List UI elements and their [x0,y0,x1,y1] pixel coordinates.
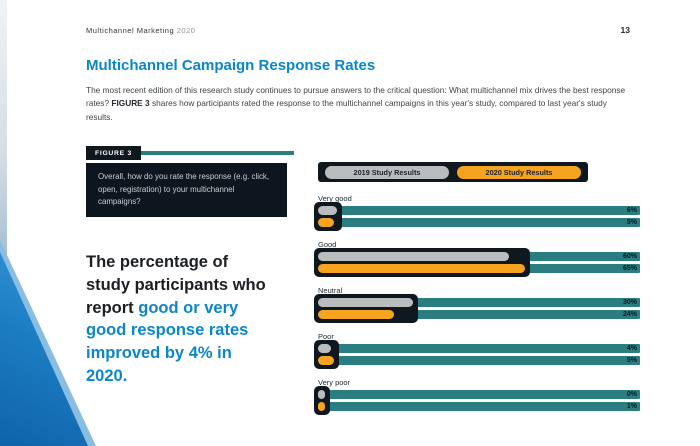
value-label-2019: 30% [622,299,637,306]
intro-text-after: shares how participants rated the respon… [86,98,607,122]
bar-track-2019: 4% [318,344,640,353]
value-label-2020: 24% [622,311,637,318]
bar-track-2019: 30% [318,298,640,307]
figure-rule [140,151,294,155]
bar-2020 [318,218,334,227]
value-label-2019: 4% [626,345,637,352]
value-label-2020: 1% [626,403,637,410]
key-finding-highlight: good or very good response rates improve… [86,298,249,385]
response-rates-chart: 2019 Study Results 2020 Study Results Ve… [314,158,640,420]
category-label: Neutral [318,286,343,295]
chart-bar-group: Poor 4% 5% [314,332,640,378]
value-label-2019: 0% [626,391,637,398]
category-label: Poor [318,332,334,341]
key-finding-statement: The percentage of study participants who… [86,251,266,388]
bar-2019 [318,298,414,307]
legend-2019: 2019 Study Results [325,165,449,179]
chart-bar-group: Neutral 30% 24% [314,286,640,332]
intro-paragraph: The most recent edition of this research… [86,84,627,124]
intro-figure-reference: FIGURE 3 [111,98,150,109]
chart-legend: 2019 Study Results 2020 Study Results [318,162,588,182]
bar-track-2020: 5% [318,218,640,227]
page-title: Multichannel Campaign Response Rates [86,57,376,74]
bar-pill-container [314,386,330,415]
figure-label: FIGURE 3 [86,146,141,160]
bar-2019 [318,206,338,215]
left-edge-gradient [0,0,7,446]
document-header: Multichannel Marketing 2020 [86,26,195,35]
chart-bar-group: Very poor 0% 1% [314,378,640,424]
bar-2020 [318,402,325,411]
bar-2020 [318,310,395,319]
category-label: Very poor [318,378,351,387]
bar-track-2020: 5% [318,356,640,365]
bar-track-2020: 24% [318,310,640,319]
value-label-2020: 5% [626,219,637,226]
value-label-2019: 60% [622,253,637,260]
value-label-2020: 5% [626,357,637,364]
bar-pill-container [314,294,419,323]
bar-pill-container [314,248,530,277]
bar-pill-container [314,202,343,231]
bar-2019 [318,344,331,353]
bar-pill-container [314,340,339,369]
chart-bar-group: Good 60% 65% [314,240,640,286]
value-label-2019: 6% [626,207,637,214]
legend-2020: 2020 Study Results [457,165,581,179]
document-title: Multichannel Marketing [86,26,175,35]
chart-bar-groups: Very good 6% 5% Good 60% 65% [314,194,640,424]
bar-track-2019: 6% [318,206,640,215]
survey-question-box: Overall, how do you rate the response (e… [86,163,287,217]
bar-2019 [318,390,325,399]
category-label: Good [318,240,337,249]
intro-text-before: The most recent edition of this research… [86,85,626,109]
figure-label-row: FIGURE 3 [86,146,294,160]
bar-track-2020: 1% [318,402,640,411]
key-finding-plain: The percentage of study participants who… [86,253,266,317]
chart-bar-group: Very good 6% 5% [314,194,640,240]
document-year: 2020 [176,26,196,35]
bar-2019 [318,252,509,261]
bar-2020 [318,264,525,273]
value-label-2020: 65% [622,265,637,272]
category-label: Very good [318,194,352,203]
bar-track-2019: 0% [318,390,640,399]
page-number: 13 [620,25,630,35]
bar-2020 [318,356,334,365]
